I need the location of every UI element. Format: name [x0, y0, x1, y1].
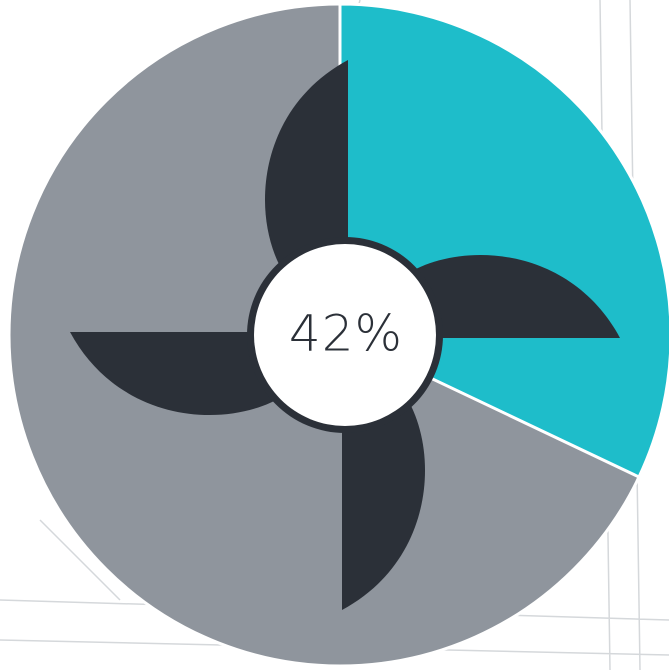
fan-blade	[405, 254, 620, 338]
fan-blade	[264, 60, 348, 275]
center-label: 42%	[289, 305, 403, 363]
fan-blade	[342, 395, 426, 610]
fan-blade	[70, 332, 285, 416]
hub	[254, 244, 436, 426]
fan-blades	[70, 60, 620, 610]
